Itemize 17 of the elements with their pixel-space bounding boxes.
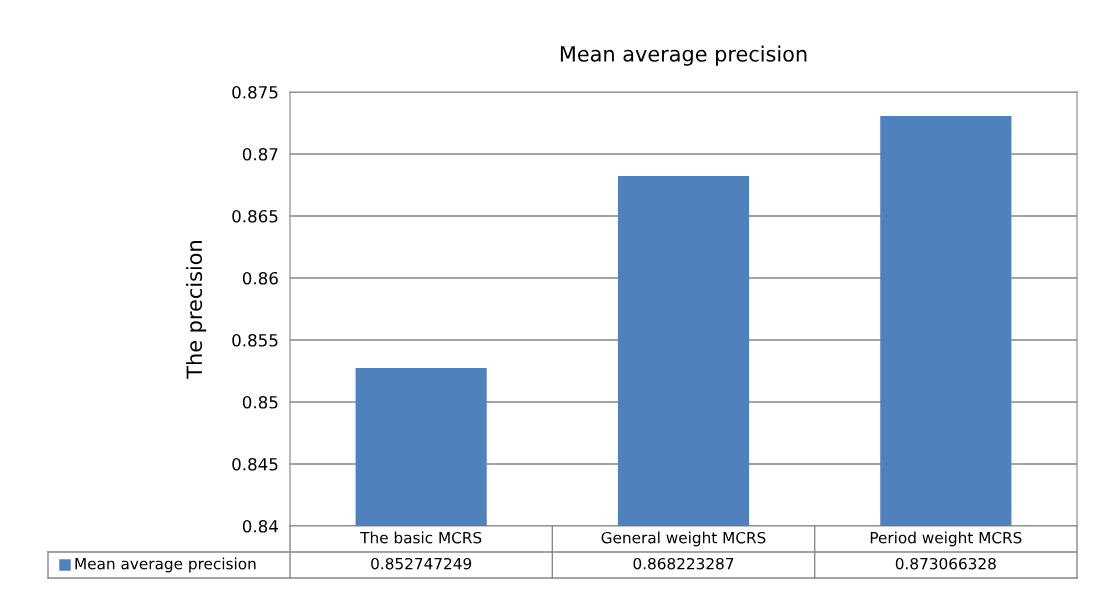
data-label: 0.873066328 — [895, 557, 996, 570]
legend-label: Mean average precision — [75, 557, 256, 573]
x-tick-label: Period weight MCRS — [870, 531, 1022, 547]
x-tick-label: The basic MCRS — [360, 531, 482, 544]
y-axis-title: The precision — [186, 241, 207, 379]
y-tick-label: 0.84 — [242, 519, 278, 533]
data-label: 0.868223287 — [633, 557, 734, 570]
x-tick-label: General weight MCRS — [601, 531, 766, 547]
y-tick-label: 0.86 — [242, 271, 278, 285]
y-tick-label: 0.85 — [242, 395, 278, 409]
y-tick-label: 0.875 — [232, 85, 278, 99]
y-tick-label: 0.865 — [232, 209, 278, 223]
y-tick-label: 0.845 — [232, 457, 278, 471]
y-tick-label: 0.855 — [232, 333, 278, 347]
y-tick-label: 0.87 — [242, 147, 278, 161]
chart-title: Mean average precision — [560, 45, 807, 66]
data-label: 0.852747249 — [371, 557, 472, 570]
